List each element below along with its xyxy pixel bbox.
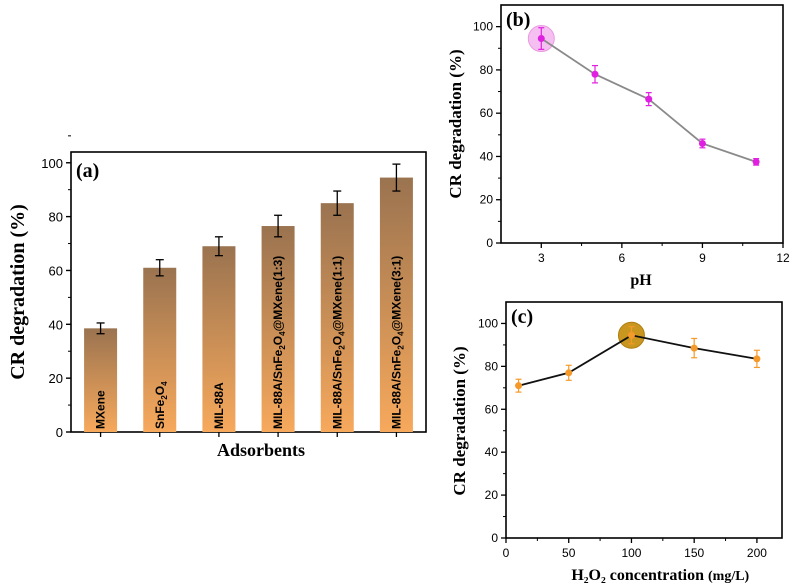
chart-c: (c) CR degradation (%) H₂O₂ concentratio… — [450, 301, 783, 584]
chart-c-data-point — [627, 331, 635, 339]
chart-a: (a) CR degradation (%) Adsorbents 0 20 40 6… — [7, 135, 427, 460]
chart-a-bar — [84, 328, 118, 432]
chart-a-ytick-label: 80 — [49, 210, 63, 225]
chart-c-ytick-label: 100 — [478, 316, 498, 330]
chart-b-ylabel: CR degradation (%) — [446, 49, 465, 198]
chart-b-xtick-label: 3 — [538, 251, 545, 265]
chart-a-ytick-label: 60 — [49, 263, 63, 278]
chart-a-xlabel: Adsorbents — [217, 440, 305, 460]
chart-a-category-label: MIL-88A — [212, 382, 226, 429]
chart-b: (b) CR degradation (%) pH 0 20 40 60 80 100 3 6… — [446, 4, 790, 289]
chart-a-category-label: MIL-88A/SnFe2O4@MXene(1:3) — [271, 256, 287, 429]
chart-c-xtick-label: 100 — [621, 546, 641, 560]
chart-c-xtick-label: 150 — [684, 546, 704, 560]
chart-a-bar — [379, 177, 413, 432]
chart-b-ytick-label: 0 — [486, 236, 493, 250]
chart-a-ytick-label: 0 — [56, 425, 63, 440]
chart-b-data-point — [698, 139, 706, 147]
chart-b-xtick-label: 6 — [619, 251, 626, 265]
chart-c-data-point — [565, 369, 573, 377]
chart-a-category-label: MXene — [94, 390, 108, 429]
chart-b-ytick-label: 40 — [480, 149, 494, 163]
chart-a-panel-label: (a) — [76, 160, 99, 182]
chart-c-frame — [505, 301, 783, 539]
chart-b-data-point — [591, 70, 599, 78]
chart-b-ytick-label: 60 — [480, 106, 494, 120]
chart-a-bar — [143, 267, 177, 432]
chart-c-xlabel-unit: (mg/L) — [708, 569, 750, 584]
chart-a-ylabel: CR degradation (%) — [7, 204, 29, 380]
chart-c-ytick-label: 40 — [485, 445, 499, 459]
chart-c-xtick-label: 200 — [747, 546, 767, 560]
chart-c-ylabel: CR degradation (%) — [450, 346, 469, 495]
chart-b-frame — [500, 4, 784, 244]
chart-a-bar — [261, 226, 295, 432]
chart-a-category-label: MIL-88A/SnFe2O4@MXene(1:1) — [330, 256, 346, 429]
chart-c-data-point — [515, 382, 523, 390]
chart-b-xtick-label: 9 — [699, 251, 706, 265]
chart-c-xtick-label: 50 — [562, 546, 576, 560]
chart-c-ytick-label: 60 — [485, 402, 499, 416]
chart-a-ytick-label: 100 — [41, 156, 63, 171]
chart-c-ytick-label: 80 — [485, 359, 499, 373]
chart-c-xlabel: H₂O₂ concentration — [571, 567, 704, 584]
chart-b-panel-label: (b) — [506, 9, 530, 31]
chart-c-panel-label: (c) — [511, 306, 533, 328]
chart-c-data-point — [690, 344, 698, 352]
chart-b-ytick-label: 100 — [473, 20, 493, 34]
chart-b-ytick-label: 80 — [480, 63, 494, 77]
chart-c-ytick-label: 20 — [485, 488, 499, 502]
chart-a-category-label: SnFe2O4 — [153, 381, 169, 429]
chart-b-data-point — [752, 158, 760, 166]
chart-a-ytick-label: 20 — [49, 371, 63, 386]
chart-a-bar — [202, 246, 236, 432]
chart-b-ytick-label: 20 — [480, 193, 494, 207]
chart-a-bar — [320, 203, 354, 432]
chart-b-xlabel: pH — [630, 272, 652, 289]
chart-c-data-point — [753, 355, 761, 363]
chart-c-ytick-label: 0 — [491, 531, 498, 545]
chart-a-category-label: MIL-88A/SnFe2O4@MXene(3:1) — [389, 256, 405, 429]
chart-a-ytick-label: 40 — [49, 317, 63, 332]
chart-b-xtick-label: 12 — [776, 251, 790, 265]
chart-b-data-point — [537, 35, 545, 43]
chart-c-xtick-label: 0 — [503, 546, 510, 560]
chart-b-data-point — [645, 95, 653, 103]
chart-a-frame — [70, 151, 427, 433]
